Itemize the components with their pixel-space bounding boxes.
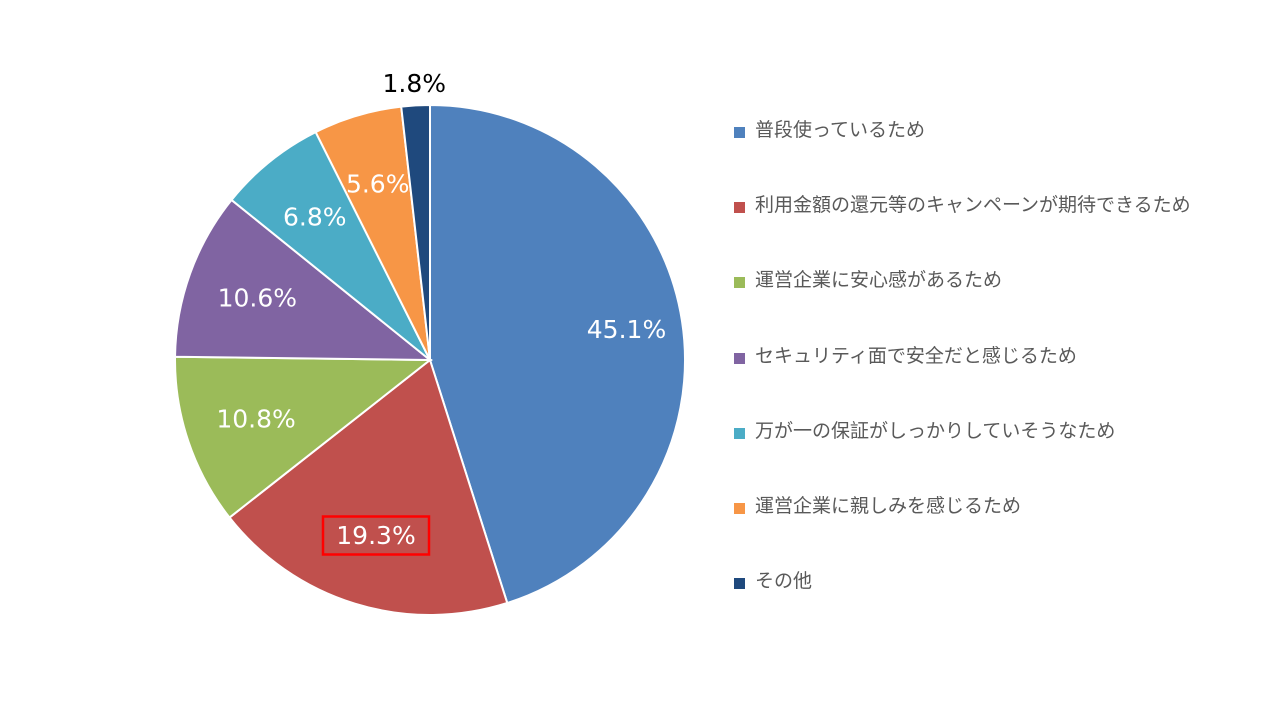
legend-label: セキュリティ面で安全だと感じるため xyxy=(755,344,1077,367)
data-label: 45.1% xyxy=(587,315,666,344)
legend-item: 利用金額の還元等のキャンペーンが期待できるため xyxy=(734,187,1274,262)
legend-label: 万が一の保証がしっかりしていそうなため xyxy=(755,419,1116,442)
legend-item: 普段使っているため xyxy=(734,112,1274,187)
highlight-box xyxy=(321,515,431,556)
data-label: 6.8% xyxy=(283,203,347,232)
legend-label: 運営企業に親しみを感じるため xyxy=(755,494,1022,517)
legend-swatch xyxy=(734,277,745,289)
legend-item: セキュリティ面で安全だと感じるため xyxy=(734,338,1274,413)
legend-item: 万が一の保証がしっかりしていそうなため xyxy=(734,413,1274,488)
data-label: 1.8% xyxy=(383,69,447,98)
legend-swatch xyxy=(734,427,745,439)
legend-swatch xyxy=(734,127,745,138)
legend-item: その他 xyxy=(734,563,1274,638)
legend-label: 利用金額の還元等のキャンペーンが期待できるため xyxy=(755,194,1191,217)
data-label: 10.8% xyxy=(216,404,295,433)
pie-slice xyxy=(228,358,509,616)
pie-slice xyxy=(174,198,433,362)
legend-item: 運営企業に安心感があるため xyxy=(734,262,1274,337)
legend-label: 運営企業に安心感があるため xyxy=(755,269,1003,292)
pie-slice xyxy=(400,103,431,361)
legend-swatch xyxy=(734,352,745,364)
pie-data-labels: 45.1% 19.3% 10.8% 10.6% 6.8% 5.6% 1.8% xyxy=(216,69,666,556)
pie-slice xyxy=(429,103,686,605)
legend-label: 普段使っているため xyxy=(755,119,926,141)
data-label: 19.3% xyxy=(336,521,415,550)
legend-swatch xyxy=(734,578,745,590)
pie-slices xyxy=(174,103,686,616)
data-label: 5.6% xyxy=(346,170,410,199)
legend: 普段使っているため利用金額の還元等のキャンペーンが期待できるため 運営企業に安心感… xyxy=(734,112,1274,638)
legend-swatch xyxy=(734,202,745,214)
legend-item: 運営企業に親しみを感じるため xyxy=(734,488,1274,563)
legend-swatch xyxy=(734,502,745,514)
legend-label: その他 xyxy=(755,570,813,593)
pie-slice xyxy=(230,130,431,361)
data-label: 10.6% xyxy=(218,283,297,312)
pie-slice xyxy=(174,355,433,519)
